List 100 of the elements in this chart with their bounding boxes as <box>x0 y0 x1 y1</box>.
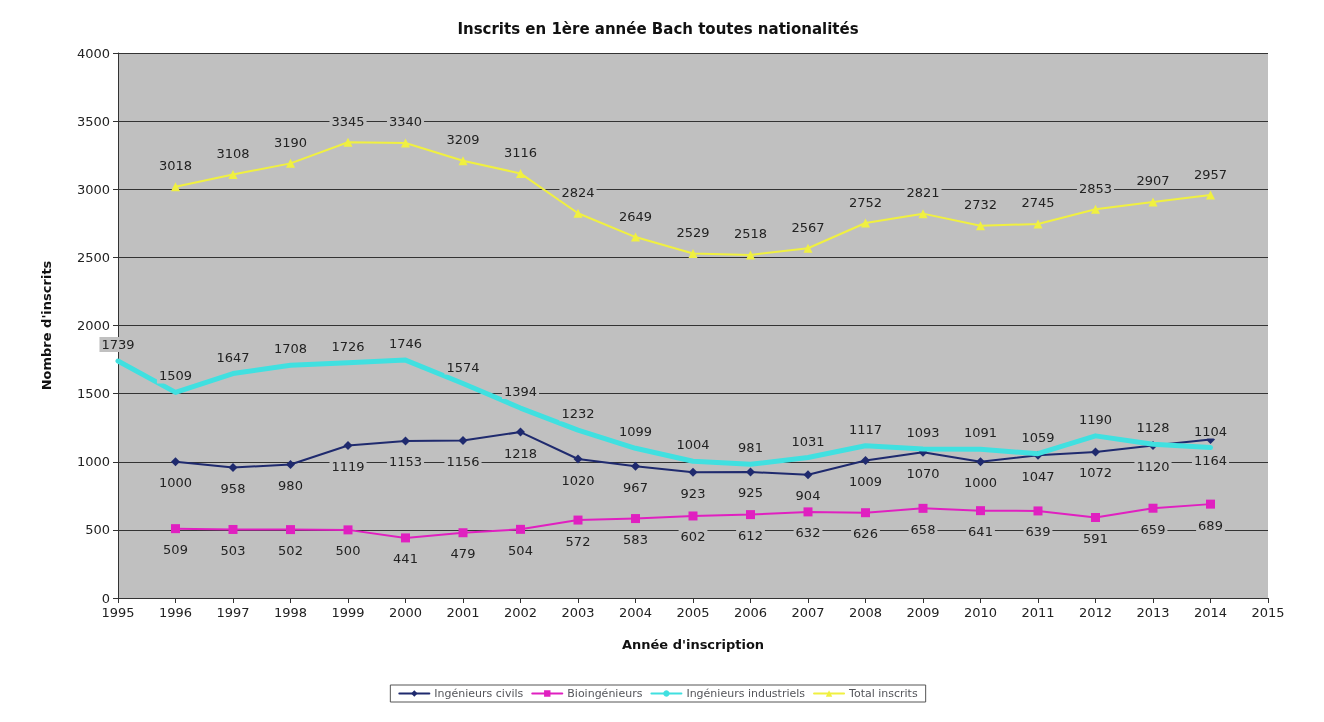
data-label: 659 <box>1140 521 1166 537</box>
point <box>688 248 698 258</box>
x-tick-label: 1996 <box>158 605 193 620</box>
data-label: 502 <box>278 543 303 559</box>
data-label: 1726 <box>331 338 365 354</box>
data-label: 2752 <box>848 194 883 210</box>
point <box>1033 506 1043 516</box>
x-tick-label: 2002 <box>503 605 538 620</box>
data-label: 2907 <box>1136 173 1170 189</box>
data-label: 1009 <box>848 474 883 490</box>
x-tick-label: 2000 <box>388 605 423 620</box>
point <box>343 137 353 147</box>
data-label: 658 <box>910 521 936 537</box>
data-label: 3345 <box>331 113 365 129</box>
data-label: 2957 <box>1193 166 1228 182</box>
x-tick-label: 2003 <box>561 605 595 620</box>
point <box>286 459 295 469</box>
data-label: 1099 <box>618 424 653 440</box>
data-label: 612 <box>738 528 763 544</box>
data-label: 2824 <box>561 184 595 200</box>
x-tick-label: 1995 <box>101 605 135 620</box>
y-axis-title: Nombre d'inscrits <box>39 260 54 391</box>
x-tick-label: 2015 <box>1251 605 1285 620</box>
data-label: 967 <box>623 479 648 495</box>
point <box>286 525 295 535</box>
point <box>688 467 698 477</box>
data-label: 1647 <box>216 349 250 365</box>
data-label: 925 <box>738 485 763 501</box>
x-tick-label: 1999 <box>331 605 365 620</box>
data-label: 1128 <box>1136 420 1170 436</box>
x-tick-label: 2011 <box>1021 605 1055 620</box>
y-tick-label: 3000 <box>76 181 110 197</box>
data-label: 3108 <box>216 146 250 162</box>
data-label: 980 <box>278 477 303 493</box>
point <box>1148 503 1158 513</box>
data-label: 602 <box>680 529 706 545</box>
x-tick-label: 2007 <box>791 605 825 620</box>
data-label: 1164 <box>1193 452 1228 468</box>
data-label: 626 <box>853 526 878 542</box>
data-label: 1093 <box>906 425 940 441</box>
x-tick-label: 2004 <box>618 605 653 620</box>
point <box>1206 190 1215 200</box>
point <box>976 221 985 231</box>
point <box>688 511 698 521</box>
point <box>516 524 525 534</box>
x-tick-label: 1998 <box>273 605 308 620</box>
point <box>861 218 870 228</box>
data-label: 1746 <box>388 336 423 352</box>
point <box>458 528 468 538</box>
data-label: 1072 <box>1078 465 1113 481</box>
data-label: 1119 <box>331 459 365 475</box>
data-label: 632 <box>795 525 821 541</box>
data-label: 1120 <box>1136 458 1170 474</box>
point <box>918 209 928 219</box>
x-axis-title: Année d'inscription <box>621 637 765 652</box>
point <box>631 232 640 242</box>
data-label: 958 <box>220 480 246 496</box>
data-label: 1708 <box>273 341 308 357</box>
data-label: 3340 <box>388 114 423 130</box>
point <box>1091 204 1100 214</box>
x-tick-label: 2001 <box>446 605 480 620</box>
data-label: 2529 <box>676 224 710 240</box>
point <box>1206 499 1215 509</box>
data-label: 1047 <box>1021 468 1055 484</box>
data-label: 1020 <box>561 472 595 488</box>
point <box>458 156 468 166</box>
data-label: 1059 <box>1021 429 1055 445</box>
x-tick-label: 1997 <box>216 605 250 620</box>
chart-title: Inscrits en 1ère année Bach toutes nationalités <box>457 19 859 38</box>
data-label: 2732 <box>963 197 998 213</box>
data-label: 1574 <box>446 359 480 375</box>
point <box>228 524 238 534</box>
data-label: 1031 <box>791 433 825 449</box>
data-label: 583 <box>623 532 648 548</box>
data-label: 1394 <box>503 384 538 400</box>
data-label: 923 <box>680 485 706 501</box>
data-label: 2853 <box>1078 180 1113 196</box>
y-tick-label: 0 <box>101 590 110 606</box>
data-label: 2745 <box>1021 195 1055 211</box>
point <box>631 461 640 471</box>
point <box>171 182 180 192</box>
data-label: 1739 <box>101 337 135 353</box>
y-tick-label: 3500 <box>76 113 110 129</box>
legend-label: Ingénieurs industriels <box>686 687 806 700</box>
point <box>1033 219 1043 229</box>
x-tick-label: 2014 <box>1193 605 1228 620</box>
data-label: 3190 <box>273 134 308 150</box>
legend-label: Ingénieurs civils <box>434 687 524 700</box>
y-tick-label: 1000 <box>76 454 110 470</box>
point <box>1091 512 1100 522</box>
data-label: 591 <box>1083 530 1108 546</box>
point <box>228 462 238 472</box>
data-label: 479 <box>450 546 476 562</box>
point <box>803 507 813 517</box>
data-label: 2821 <box>906 185 940 201</box>
point <box>918 503 928 513</box>
data-label: 1070 <box>906 465 940 481</box>
data-label: 441 <box>393 551 418 567</box>
y-tick-label: 500 <box>85 522 110 538</box>
x-tick-label: 2013 <box>1136 605 1170 620</box>
